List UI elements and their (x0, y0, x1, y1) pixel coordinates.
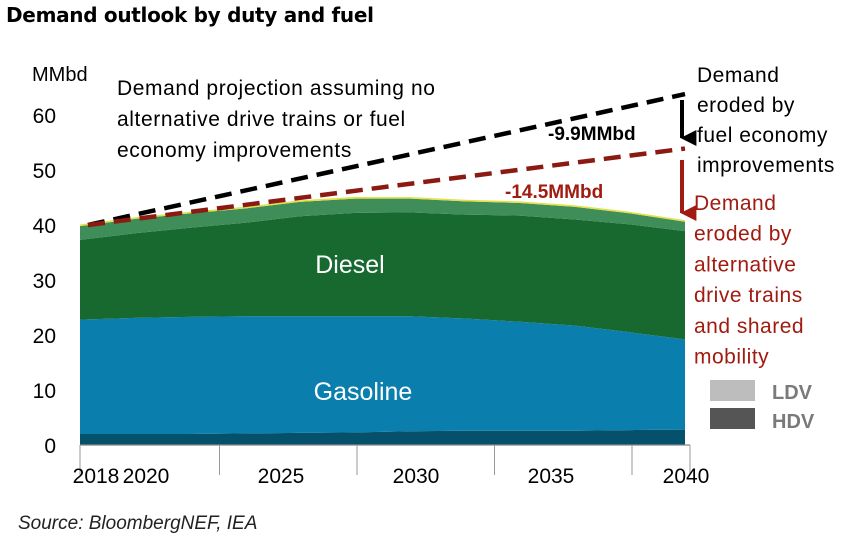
y-tick-label: 40 (33, 215, 56, 238)
annotations: Demand projection assuming no alternative… (117, 64, 835, 406)
annotation-alt-delta: -14.5MMbd (505, 182, 603, 203)
legend-label-hdv: HDV (772, 411, 815, 433)
annotation-no-alt-line: economy improvements (117, 139, 352, 162)
y-tick-label: 60 (33, 105, 56, 128)
annotation-economy-line: eroded by (697, 94, 795, 117)
x-tick-label: 2025 (258, 465, 305, 488)
legend: LDV HDV (710, 380, 815, 433)
axes: 2018 2020 2025 2030 2035 20400102030405060MMb… (32, 64, 709, 488)
x-tick-label: 2018 (73, 465, 120, 488)
legend-swatch-hdv (710, 408, 755, 429)
y-tick-label: 50 (33, 160, 56, 183)
y-tick-label: 10 (33, 380, 56, 403)
annotation-economy-line: Demand (697, 64, 779, 87)
x-tick-label: 2030 (393, 465, 440, 488)
area-ldv-diesel (80, 212, 685, 340)
x-tick-label: 2040 (663, 465, 710, 488)
annotation-alt-line: mobility (694, 346, 769, 369)
annotation-alt-line: eroded by (694, 223, 792, 246)
area-label-gasoline: Gasoline (314, 378, 413, 406)
area-hdv-diesel (80, 198, 685, 240)
annotation-no-alt-line: alternative drive trains or fuel (117, 108, 406, 131)
area-label-diesel: Diesel (315, 251, 384, 279)
x-tick-label: 2020 (123, 465, 170, 488)
legend-label-ldv: LDV (772, 382, 813, 404)
x-tick-label: 2035 (528, 465, 575, 488)
area-ldv-gasoline (80, 316, 685, 434)
annotation-alt-line: and shared (694, 315, 804, 338)
annotation-alt-line: drive trains (694, 284, 803, 307)
annotation-economy-line: improvements (697, 154, 835, 177)
y-axis-label: MMbd (32, 64, 88, 86)
projection-line-no-alt (87, 91, 686, 228)
annotation-no-alt-line: Demand projection assuming no (117, 77, 436, 100)
area-hdv-gasoline (80, 429, 685, 445)
annotation-alt-line: alternative (694, 253, 796, 276)
legend-swatch-ldv (710, 380, 755, 401)
source-note: Source: BloombergNEF, IEA (18, 513, 258, 534)
stacked-areas (80, 196, 685, 445)
annotation-alt-line: Demand (694, 192, 776, 215)
projection-line-after-economy (87, 146, 686, 228)
projection-lines (87, 91, 686, 228)
chart-title: Demand outlook by duty and fuel (6, 3, 374, 27)
annotation-economy-line: fuel economy (697, 124, 828, 147)
y-tick-label: 30 (33, 270, 56, 293)
y-tick-label: 0 (44, 435, 56, 458)
annotation-economy-delta: -9.9MMbd (548, 124, 636, 145)
y-tick-label: 20 (33, 325, 56, 348)
